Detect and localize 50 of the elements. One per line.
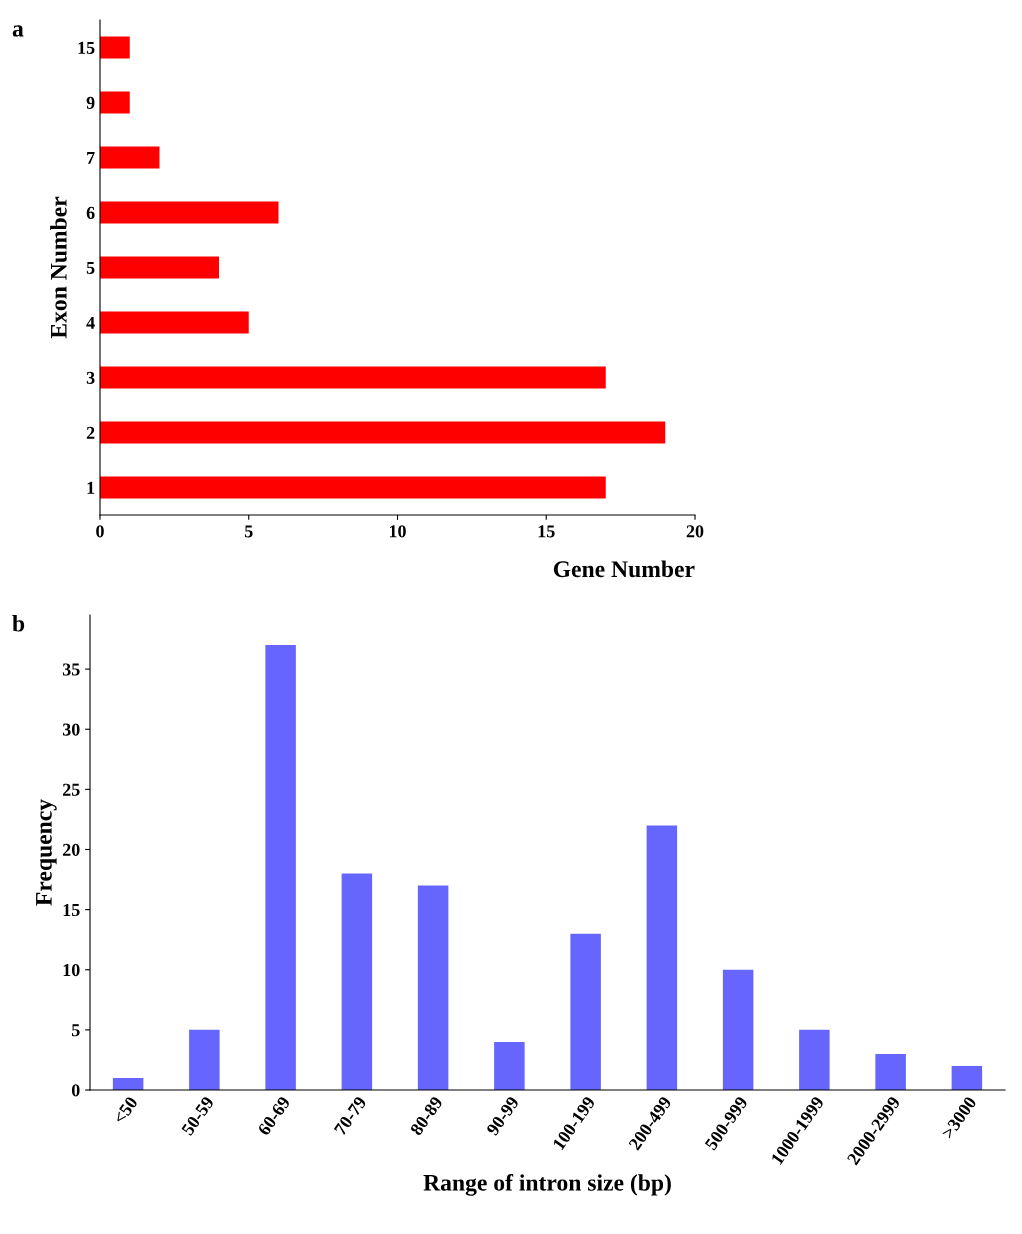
y-axis-title: Frequency [36, 799, 57, 906]
x-axis-title: Range of intron size (bp) [423, 1173, 671, 1196]
y-tick-label: 10 [63, 964, 80, 977]
text: a [12, 25, 24, 37]
y-tick-label: 30 [62, 723, 80, 736]
bar [100, 256, 219, 279]
y-axis-title: Exon Number [50, 196, 67, 339]
y-tick-label: 7 [87, 151, 95, 164]
bar [646, 825, 678, 1090]
text: b [12, 615, 25, 632]
y-tick-label: 0 [71, 1084, 80, 1097]
x-tick-label: 15 [538, 525, 555, 538]
bar [951, 1065, 983, 1090]
y-tick-label: 15 [63, 903, 80, 917]
bar [100, 146, 160, 169]
x-tick-label: 5 [244, 525, 253, 538]
y-tick-label: 4 [86, 316, 95, 329]
bar [112, 1077, 144, 1090]
y-tick-label: 1 [87, 481, 95, 494]
bar [100, 476, 606, 499]
bar [722, 969, 754, 1090]
bar [100, 421, 666, 444]
bar [341, 873, 373, 1090]
x-tick-label: 0 [96, 525, 104, 538]
bar [799, 1029, 830, 1090]
bar [100, 311, 249, 334]
y-tick-label: 35 [62, 663, 80, 676]
bar [100, 91, 130, 114]
bar [494, 1041, 525, 1090]
x-axis-title: Gene Number [553, 560, 695, 578]
y-tick-label: 6 [86, 206, 95, 219]
y-tick-label: 3 [86, 371, 95, 384]
y-tick-label: 5 [71, 1024, 80, 1037]
y-tick-label: 2 [86, 426, 95, 439]
bar [417, 885, 449, 1090]
bar [265, 645, 296, 1090]
bar [189, 1029, 220, 1090]
y-tick-label: 5 [86, 261, 95, 274]
bar [100, 366, 606, 389]
bar [100, 201, 279, 224]
bar [100, 36, 130, 59]
bar [570, 933, 601, 1090]
x-tick-label: 20 [686, 525, 704, 538]
y-tick-label: 20 [62, 843, 80, 856]
y-tick-label: 15 [78, 41, 95, 54]
x-tick-label: 10 [389, 525, 406, 538]
bar [875, 1053, 906, 1090]
y-tick-label: 25 [62, 783, 80, 796]
y-tick-label: 9 [86, 96, 95, 109]
x-tick-label: <50 [112, 1095, 139, 1125]
